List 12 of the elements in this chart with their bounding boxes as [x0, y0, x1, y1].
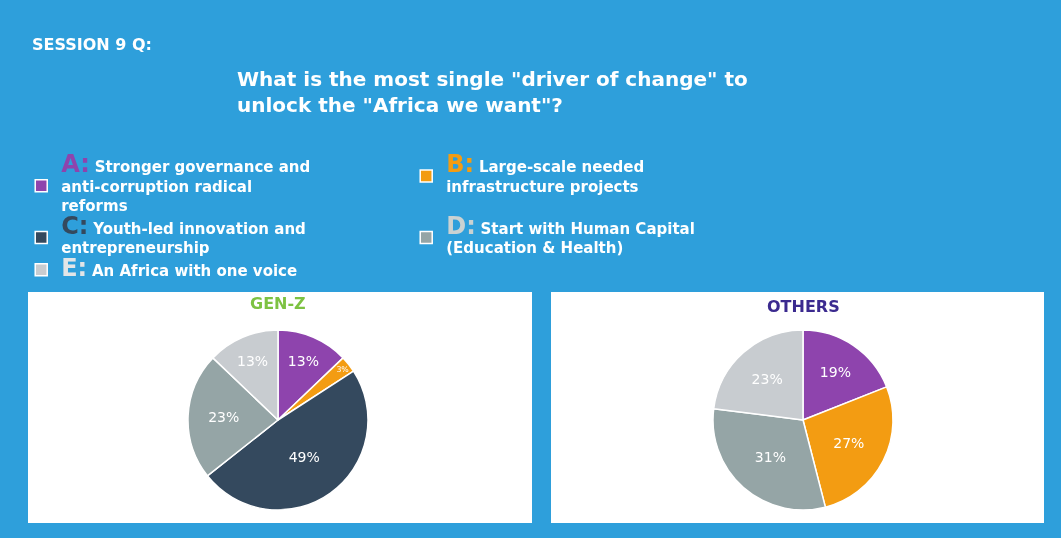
data-label: 31% — [754, 448, 786, 465]
text: What is the most single "driver of change" to unlock the "Africa we want"? — [237, 67, 748, 117]
legend-label: D: Start with Human Capital (Education & Health) — [446, 211, 695, 258]
chart-title: OTHERS — [767, 297, 840, 316]
legend-label: B: Large-scale needed infrastructure projects — [446, 150, 645, 196]
text: SESSION 9 Q: — [32, 35, 152, 54]
data-label: 27% — [833, 435, 865, 452]
text: GEN-Z — [250, 294, 306, 313]
data-label: 19% — [819, 364, 851, 381]
data-label: 23% — [208, 409, 240, 426]
data-label: 13% — [287, 352, 319, 369]
data-label: 49% — [288, 448, 320, 465]
